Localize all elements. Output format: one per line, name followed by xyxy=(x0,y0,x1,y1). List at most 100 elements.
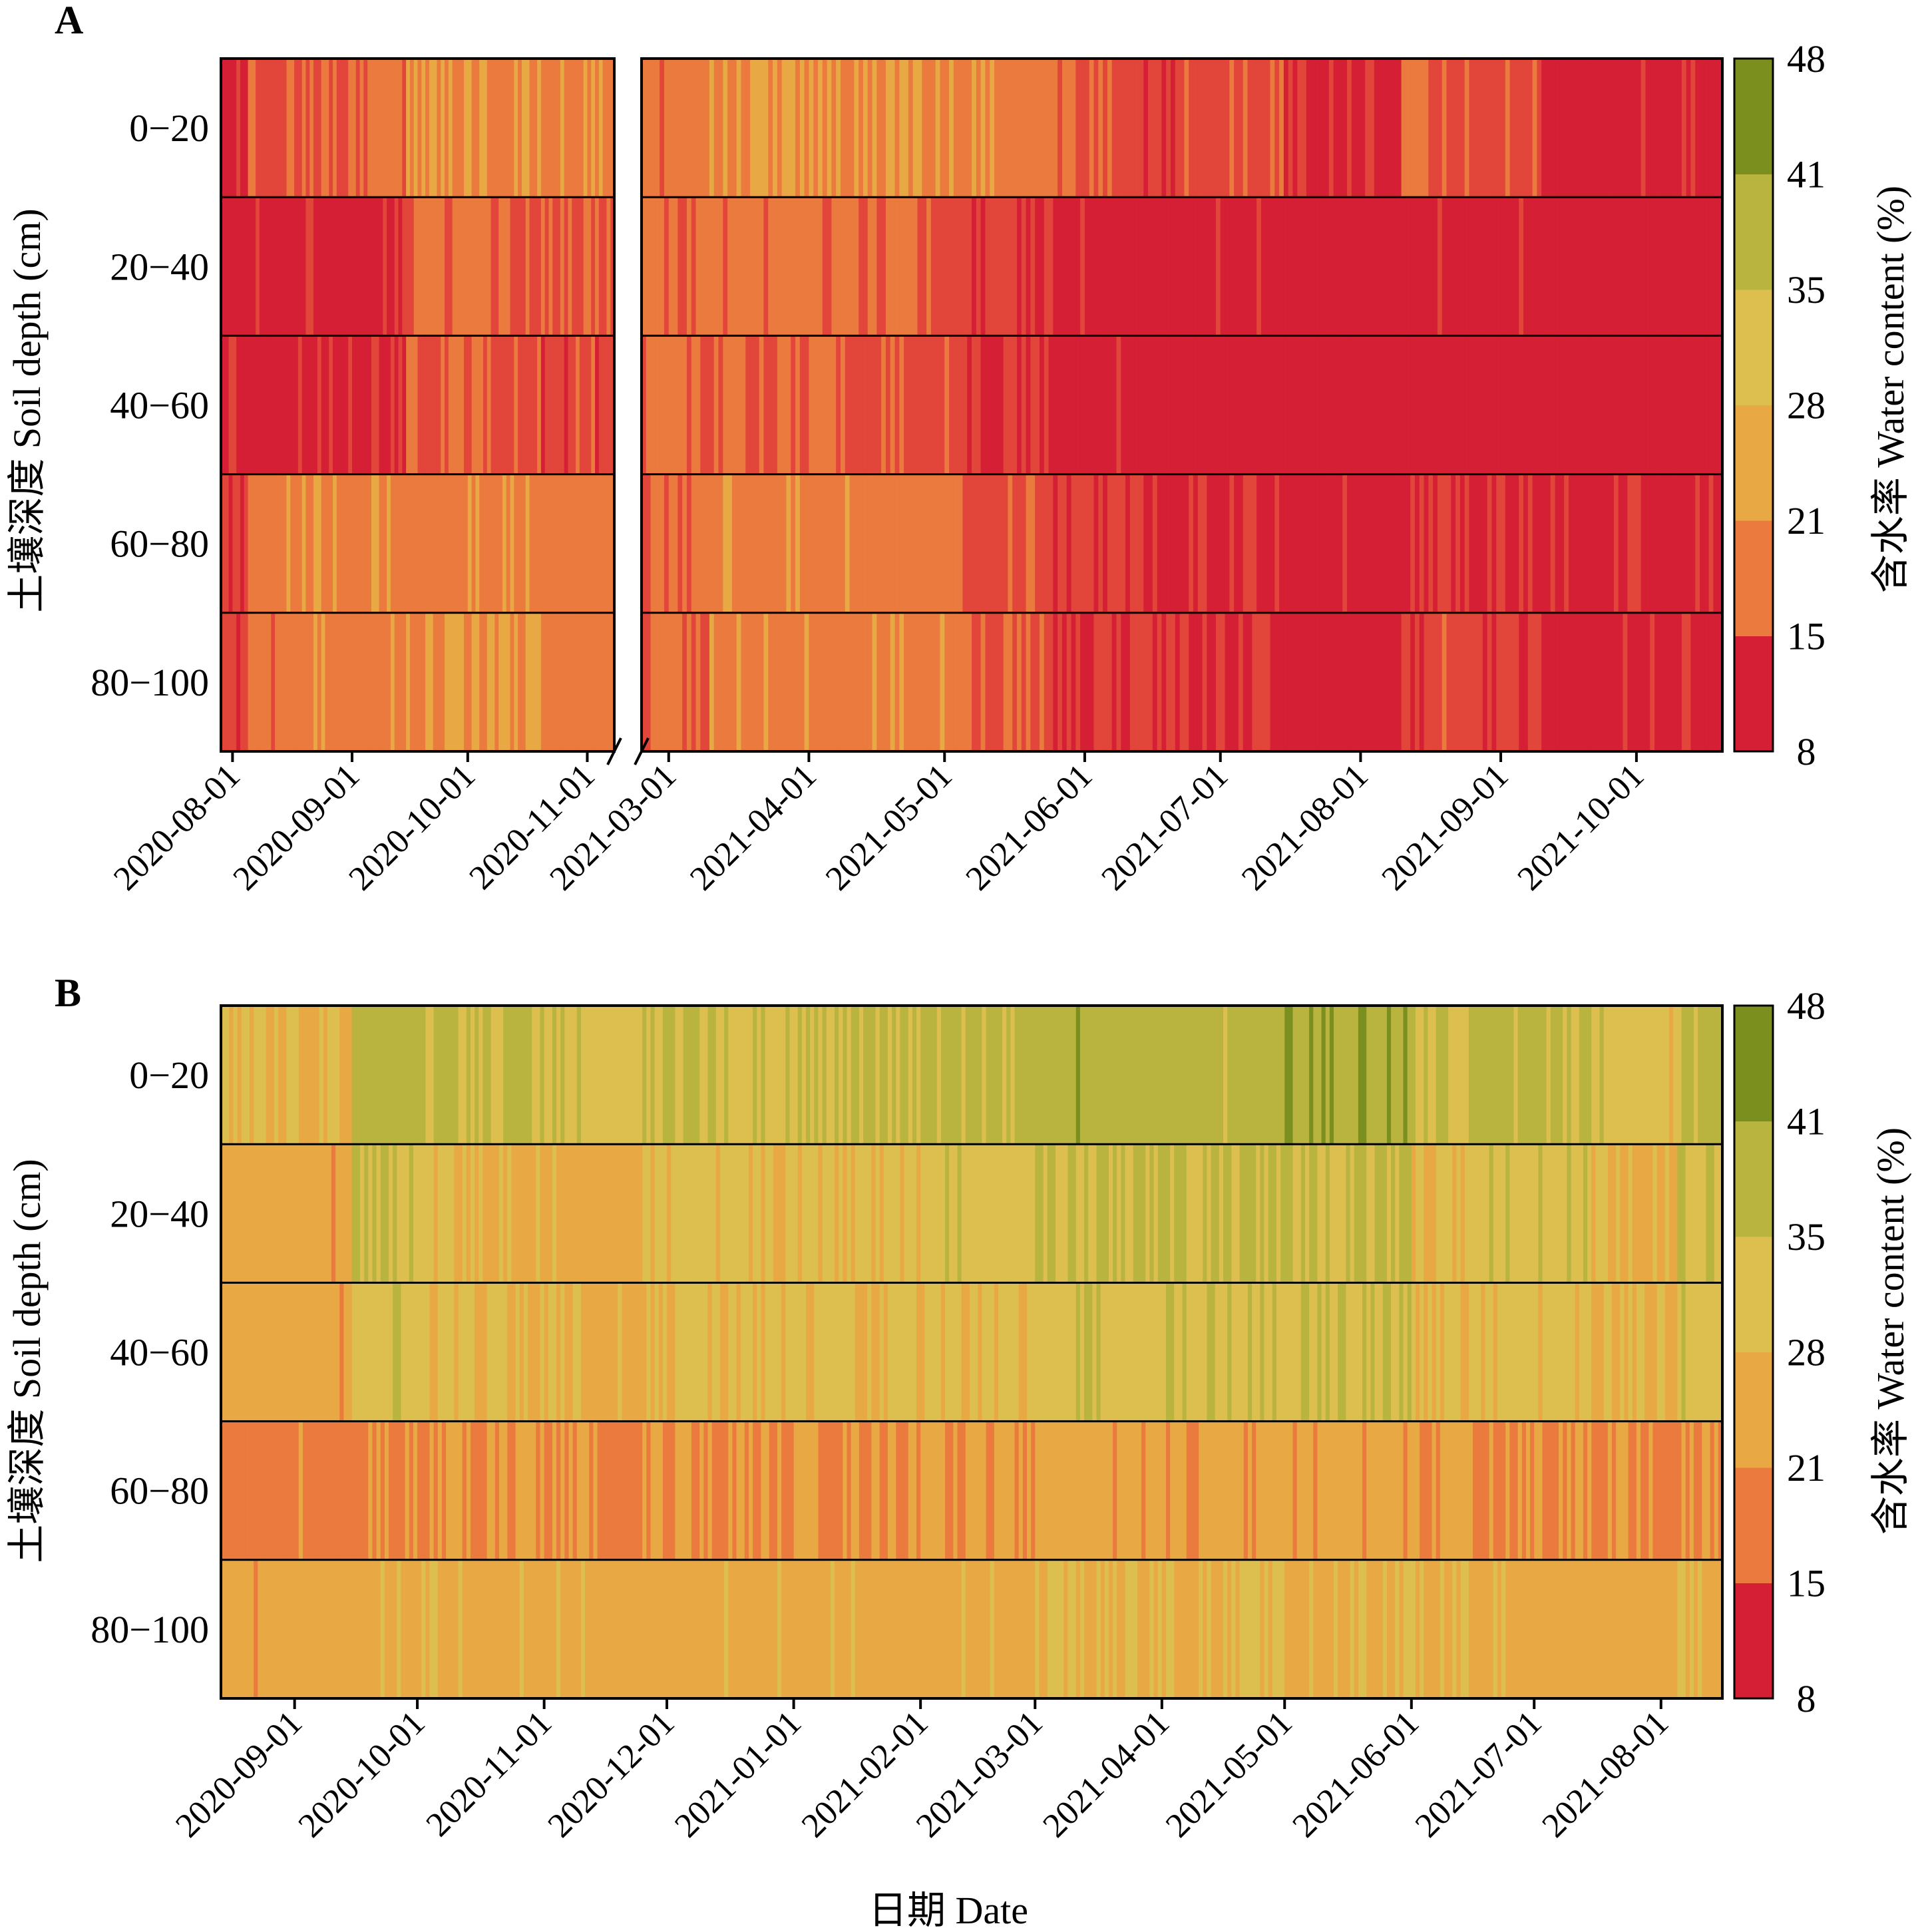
heatmap-cell xyxy=(847,1144,852,1283)
heatmap-cell xyxy=(1215,1006,1220,1145)
heatmap-cell xyxy=(1145,1559,1150,1698)
heatmap-cell xyxy=(360,1421,365,1560)
heatmap-cell xyxy=(1444,1282,1449,1422)
heatmap-cell xyxy=(990,1282,995,1422)
heatmap-cell xyxy=(1554,1282,1559,1422)
heatmap-cell xyxy=(1618,197,1624,336)
heatmap-cell xyxy=(1022,1282,1028,1422)
heatmap-cell xyxy=(498,474,503,613)
heatmap-cell xyxy=(1654,197,1660,336)
heatmap-cell xyxy=(928,1144,934,1283)
heatmap-cell xyxy=(576,59,580,198)
heatmap-cell xyxy=(398,612,403,751)
heatmap-cell xyxy=(1329,1559,1334,1698)
heatmap-cell xyxy=(602,612,608,751)
heatmap-cell xyxy=(1451,612,1456,751)
heatmap-cell xyxy=(887,1282,892,1422)
heatmap-cell xyxy=(1469,197,1474,336)
heatmap-cell xyxy=(1141,1006,1146,1145)
heatmap-cell xyxy=(1571,1559,1576,1698)
heatmap-cell xyxy=(1139,197,1144,336)
heatmap-cell xyxy=(1161,1006,1167,1145)
heatmap-cell xyxy=(1579,1006,1584,1145)
heatmap-cell xyxy=(499,1282,504,1422)
heatmap-cell xyxy=(1170,1006,1175,1145)
heatmap-cell xyxy=(528,1006,532,1145)
heatmap-cell xyxy=(1235,1559,1241,1698)
heatmap-cell xyxy=(351,1559,357,1698)
heatmap-cell xyxy=(1215,59,1221,198)
heatmap-cell xyxy=(679,1006,684,1145)
heatmap-cell xyxy=(587,474,592,613)
heatmap-cell xyxy=(883,1006,888,1145)
heatmap-cell xyxy=(1546,1144,1551,1283)
heatmap-cell xyxy=(232,335,237,475)
heatmap-cell xyxy=(1550,1144,1555,1283)
heatmap-cell xyxy=(1030,59,1036,198)
heatmap-cell xyxy=(417,1421,422,1560)
heatmap-cell xyxy=(1116,474,1121,613)
heatmap-cell xyxy=(1532,59,1537,198)
heatmap-cell xyxy=(1628,1421,1633,1560)
heatmap-cell xyxy=(589,1421,594,1560)
heatmap-cell xyxy=(359,612,364,751)
heatmap-cell xyxy=(393,1559,397,1698)
heatmap-cell xyxy=(221,474,226,613)
heatmap-cell xyxy=(236,197,241,336)
heatmap-cell xyxy=(1321,1282,1326,1422)
heatmap-cell xyxy=(810,1559,815,1698)
heatmap-cell xyxy=(540,1006,545,1145)
heatmap-cell xyxy=(1489,1144,1494,1283)
heatmap-cell xyxy=(290,474,295,613)
heatmap-cell xyxy=(1616,1559,1621,1698)
heatmap-cell xyxy=(1591,1144,1597,1283)
heatmap-cell xyxy=(229,1282,234,1422)
heatmap-cell xyxy=(441,197,445,336)
heatmap-cell xyxy=(810,1421,815,1560)
heatmap-cell xyxy=(311,1559,315,1698)
heatmap-cell xyxy=(614,1421,618,1560)
heatmap-cell xyxy=(1279,474,1284,613)
heatmap-cell xyxy=(1071,1006,1077,1145)
heatmap-cell xyxy=(1342,1559,1347,1698)
heatmap-cell xyxy=(1489,1006,1494,1145)
heatmap-cell xyxy=(572,474,576,613)
heatmap-cell xyxy=(1300,1282,1306,1422)
heatmap-cell xyxy=(441,1559,447,1698)
heatmap-cell xyxy=(1713,474,1718,613)
heatmap-cell xyxy=(736,335,742,475)
heatmap-cell xyxy=(1632,1421,1637,1560)
heatmap-cell xyxy=(302,1282,307,1422)
heatmap-cell xyxy=(1559,474,1565,613)
heatmap-cell xyxy=(854,59,859,198)
heatmap-cell xyxy=(1161,474,1167,613)
heatmap-cell xyxy=(618,1559,623,1698)
heatmap-cell xyxy=(552,335,557,475)
y-tick-label: 20−40 xyxy=(110,245,209,288)
heatmap-cell xyxy=(390,59,395,198)
heatmap-cell xyxy=(757,1559,762,1698)
heatmap-cell xyxy=(228,335,233,475)
heatmap-cell xyxy=(1274,612,1280,751)
heatmap-cell xyxy=(1288,1282,1294,1422)
heatmap-cell xyxy=(274,1559,279,1698)
heatmap-cell xyxy=(335,1282,340,1422)
heatmap-cell xyxy=(405,1006,410,1145)
heatmap-cell xyxy=(673,335,678,475)
heatmap-cell xyxy=(1383,612,1388,751)
heatmap-cell xyxy=(1401,59,1406,198)
heatmap-cell xyxy=(732,1282,737,1422)
heatmap-cell xyxy=(1382,1006,1388,1145)
heatmap-cell xyxy=(507,1282,512,1422)
heatmap-cell xyxy=(1089,474,1095,613)
colorbar-swatch xyxy=(1734,1583,1773,1699)
heatmap-cell xyxy=(691,335,697,475)
heatmap-cell xyxy=(1713,335,1718,475)
heatmap-cell xyxy=(1328,335,1334,475)
heatmap-cell xyxy=(1202,612,1207,751)
heatmap-cell xyxy=(1338,197,1343,336)
heatmap-cell xyxy=(1493,1144,1498,1283)
heatmap-cell xyxy=(1358,1006,1363,1145)
heatmap-cell xyxy=(1133,1421,1138,1560)
